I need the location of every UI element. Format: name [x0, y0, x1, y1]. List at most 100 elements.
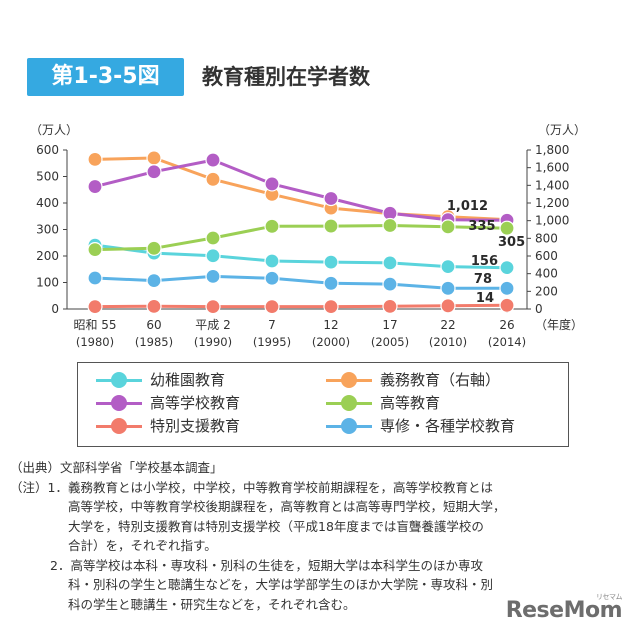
x-tick-label: 26 [499, 318, 514, 332]
data-point [440, 219, 456, 235]
data-point [264, 218, 280, 234]
data-point [382, 255, 398, 271]
legend: 幼稚園教育 義務教育（右軸） 高等学校教育 高等教育特別支援教育 専修・各種学校教育 [77, 362, 569, 447]
note-line: 高等学校，中等教育学校後期課程を，高等教育とは高等専門学校，短期大学， [68, 499, 506, 514]
data-point [264, 253, 280, 269]
x-tick-label: 60 [146, 318, 161, 332]
x-tick-sublabel: (2010) [429, 335, 467, 349]
data-point [87, 299, 103, 315]
right-tick-label: 1,200 [535, 196, 569, 210]
data-point [146, 273, 162, 289]
x-tick-sublabel: (1990) [194, 335, 232, 349]
right-tick-label: 200 [535, 284, 558, 298]
legend-label: 幼稚園教育 [150, 371, 226, 389]
left-tick-label: 200 [36, 249, 59, 263]
data-point [264, 270, 280, 286]
series-line [94, 224, 508, 252]
series-line [94, 158, 508, 222]
data-point [440, 298, 456, 314]
x-tick-sublabel: (1995) [253, 335, 291, 349]
series-line [94, 156, 508, 222]
data-point [264, 299, 280, 315]
data-point [382, 298, 398, 314]
watermark-text: ReseMom [505, 598, 623, 623]
data-point [87, 151, 103, 167]
data-label: 156 [471, 254, 498, 269]
legend-marker-swatch [111, 418, 127, 434]
line-chart: （万人） （万人） 0 100 200 300 400 500 600 0 200 400 600 800… [30, 123, 586, 349]
legend-label: 高等教育 [380, 394, 441, 412]
right-axis-unit: （万人） [538, 123, 586, 137]
legend-label: 高等学校教育 [150, 394, 241, 412]
watermark-small-text: リセマム [596, 593, 623, 601]
x-tick-sublabel: (2014) [488, 335, 526, 349]
legend-marker-swatch [111, 372, 127, 388]
data-point [499, 220, 515, 236]
note-line: 大学を，特別支援教育は特別支援学校（平成18年度までは盲聾養護学校の [68, 518, 484, 534]
data-point [146, 164, 162, 180]
data-point [146, 240, 162, 256]
right-tick-label: 1,800 [535, 143, 569, 157]
legend-marker-swatch [111, 395, 127, 411]
right-tick-label: 400 [535, 267, 558, 281]
note-line: 合計）を，それぞれ指す。 [68, 538, 217, 553]
data-label: 335 [468, 219, 495, 234]
right-tick-label: 1,400 [535, 178, 569, 192]
data-point [440, 280, 456, 296]
data-point [205, 152, 221, 168]
series-line [94, 274, 507, 290]
legend-label: 義務教育（右軸） [380, 371, 501, 389]
left-tick-label: 600 [36, 143, 59, 157]
legend-marker-swatch [341, 372, 357, 388]
left-tick-label: 500 [36, 170, 59, 184]
right-tick-label: 1,000 [535, 214, 569, 228]
left-tick-label: 0 [51, 302, 59, 316]
legend-label: 専修・各種学校教育 [380, 417, 516, 435]
x-tick-label: 12 [323, 318, 338, 332]
right-tick-label: 1,600 [535, 161, 569, 175]
data-point [146, 150, 162, 166]
data-point [323, 275, 339, 291]
data-label: 14 [476, 291, 494, 306]
left-tick-label: 100 [36, 276, 59, 290]
legend-marker-swatch [341, 418, 357, 434]
data-label: 305 [498, 235, 525, 250]
x-tick-label: 平成 2 [195, 318, 230, 332]
right-tick-label: 0 [535, 302, 543, 316]
data-label: 78 [474, 272, 492, 287]
data-point [499, 260, 515, 276]
data-point [323, 299, 339, 315]
left-tick-label: 400 [36, 196, 59, 210]
data-point [87, 242, 103, 258]
data-point [205, 268, 221, 285]
series-line [94, 303, 508, 309]
note-line: 科の学生と聴講生・研究生などを，それぞれ含む。 [68, 596, 356, 612]
legend-marker-swatch [341, 395, 357, 411]
note-line: 科・別科の学生と聴講生などを，大学は学部学生のほか大学院・専攻科・別 [68, 577, 494, 592]
note-line: （注）1．義務教育とは小学校，中学校，中等教育学校前期課程を，高等学校教育とは [10, 479, 493, 495]
data-point [499, 280, 515, 296]
x-tick-label: 昭和 55 [73, 318, 116, 332]
data-point [87, 178, 103, 195]
x-tick-sublabel: (2000) [312, 335, 350, 349]
chart-title: 教育種別在学者数 [202, 65, 370, 89]
source-note: （出典）文部科学省「学校基本調査」 [10, 460, 223, 475]
data-point [499, 297, 515, 313]
x-tick-label: 7 [268, 318, 276, 332]
data-point [382, 217, 398, 234]
x-tick-sublabel: (1980) [76, 335, 114, 349]
left-axis-unit: （万人） [30, 123, 78, 137]
x-tick-label: 17 [382, 318, 397, 332]
x-tick-sublabel: (2005) [371, 335, 409, 349]
left-tick-label: 300 [36, 223, 59, 237]
x-axis-unit: （年度） [535, 317, 583, 332]
legend-label: 特別支援教育 [150, 417, 241, 435]
notes-section: （出典）文部科学省「学校基本調査」 （注）1．義務教育とは小学校，中学校，中等教… [10, 458, 610, 614]
figure-number-badge: 第1-3-5図 [27, 58, 184, 96]
data-point [323, 218, 339, 234]
right-tick-label: 800 [535, 231, 558, 245]
right-tick-label: 600 [535, 249, 558, 263]
data-point [205, 248, 221, 264]
data-point [205, 230, 221, 246]
data-point [382, 276, 398, 292]
